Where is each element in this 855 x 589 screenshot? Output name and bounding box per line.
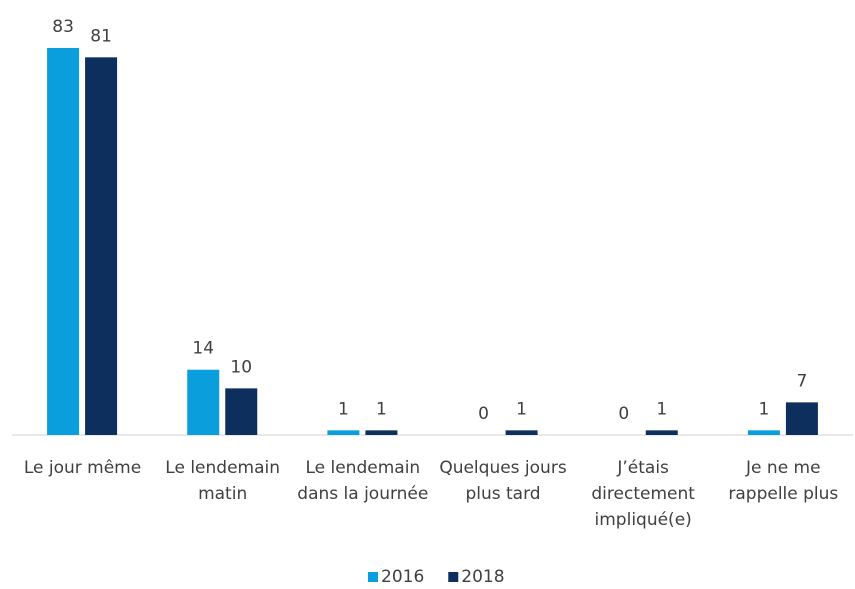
legend-swatch: [368, 572, 378, 582]
value-label: 14: [192, 339, 214, 359]
value-label: 0: [618, 404, 629, 424]
x-tick-label: Le lendemain matin: [165, 458, 281, 504]
bar: [785, 402, 818, 435]
legend-swatch: [448, 572, 459, 582]
bar: [365, 430, 398, 435]
bar: [225, 388, 258, 435]
value-label: 1: [656, 399, 667, 419]
legend-label: 2016: [381, 567, 424, 587]
bar: [187, 369, 220, 435]
x-tick-label: Je ne me rappelle plus: [728, 458, 839, 504]
x-tick-label: J’étais directement impliqué(e): [591, 458, 695, 530]
value-label: 1: [516, 399, 527, 419]
legend-label: 2018: [461, 567, 504, 587]
bar: [505, 430, 538, 435]
bar: [747, 430, 780, 435]
value-label: 10: [230, 357, 252, 377]
bar: [645, 430, 678, 435]
value-label: 1: [338, 399, 349, 419]
x-tick-label: Le jour même: [23, 458, 142, 478]
x-tick-label: Quelques jours plus tard: [439, 458, 567, 504]
value-label: 0: [478, 404, 489, 424]
x-tick-label: Le lendemain dans la journée: [297, 458, 429, 504]
bar: [47, 48, 80, 435]
value-label: 7: [797, 371, 808, 391]
value-label: 83: [52, 17, 74, 37]
bar: [85, 57, 118, 435]
value-label: 81: [90, 26, 112, 46]
value-label: 1: [376, 399, 387, 419]
value-label: 1: [759, 399, 770, 419]
bar: [327, 430, 360, 435]
